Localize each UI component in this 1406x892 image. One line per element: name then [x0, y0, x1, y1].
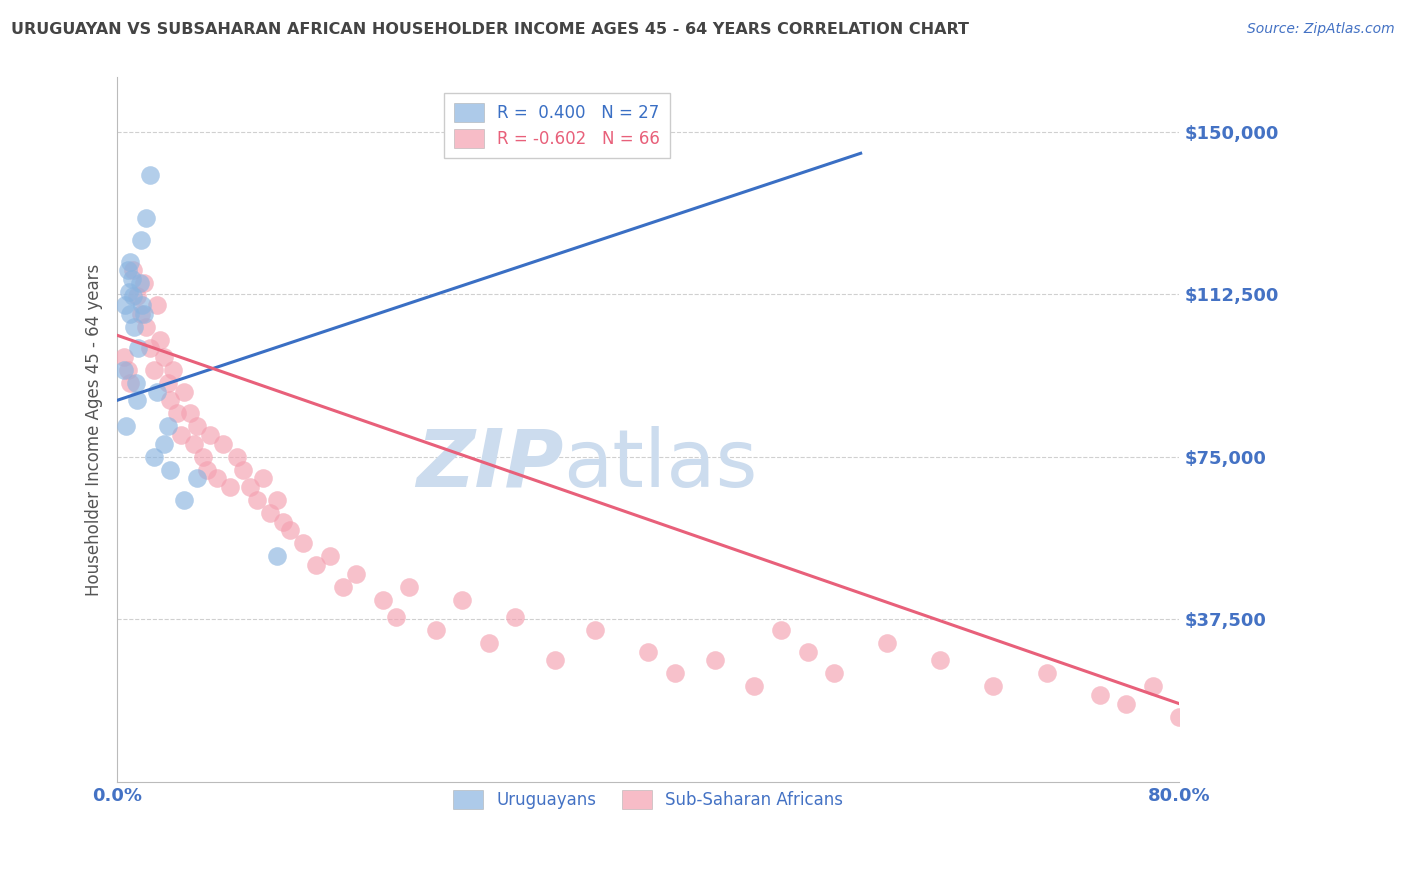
Point	[583, 623, 606, 637]
Point	[132, 277, 155, 291]
Point	[159, 463, 181, 477]
Text: ZIP: ZIP	[416, 425, 564, 504]
Point	[132, 307, 155, 321]
Point	[193, 450, 215, 464]
Point	[664, 666, 686, 681]
Point	[266, 493, 288, 508]
Point	[197, 463, 219, 477]
Point	[637, 645, 659, 659]
Text: Source: ZipAtlas.com: Source: ZipAtlas.com	[1247, 22, 1395, 37]
Point	[152, 436, 174, 450]
Point	[115, 419, 138, 434]
Point	[266, 549, 288, 564]
Point	[183, 436, 205, 450]
Point	[478, 636, 501, 650]
Point	[232, 463, 254, 477]
Point	[122, 289, 145, 303]
Point	[929, 653, 952, 667]
Point	[1142, 679, 1164, 693]
Text: URUGUAYAN VS SUBSAHARAN AFRICAN HOUSEHOLDER INCOME AGES 45 - 64 YEARS CORRELATIO: URUGUAYAN VS SUBSAHARAN AFRICAN HOUSEHOL…	[11, 22, 969, 37]
Point	[149, 333, 172, 347]
Point	[1088, 688, 1111, 702]
Point	[398, 580, 420, 594]
Point	[139, 168, 162, 182]
Point	[120, 254, 142, 268]
Point	[129, 307, 152, 321]
Point	[245, 493, 267, 508]
Point	[305, 558, 328, 572]
Point	[318, 549, 340, 564]
Point	[131, 298, 153, 312]
Point	[166, 406, 188, 420]
Point	[124, 319, 146, 334]
Point	[156, 376, 179, 390]
Point	[219, 480, 242, 494]
Point	[112, 363, 135, 377]
Point	[186, 471, 208, 485]
Point	[292, 536, 315, 550]
Point	[114, 298, 136, 312]
Point	[121, 272, 143, 286]
Point	[544, 653, 567, 667]
Point	[344, 566, 367, 581]
Point	[205, 471, 228, 485]
Point	[139, 341, 162, 355]
Point	[127, 393, 149, 408]
Y-axis label: Householder Income Ages 45 - 64 years: Householder Income Ages 45 - 64 years	[86, 263, 103, 596]
Point	[118, 285, 141, 299]
Point	[125, 376, 148, 390]
Point	[143, 450, 166, 464]
Point	[278, 524, 301, 538]
Point	[135, 319, 157, 334]
Point	[271, 515, 294, 529]
Point	[120, 376, 142, 390]
Point	[135, 211, 157, 226]
Point	[451, 592, 474, 607]
Point	[186, 419, 208, 434]
Point	[170, 428, 193, 442]
Point	[332, 580, 354, 594]
Point	[252, 471, 274, 485]
Point	[143, 363, 166, 377]
Point	[159, 393, 181, 408]
Point	[179, 406, 201, 420]
Point	[146, 298, 169, 312]
Point	[146, 384, 169, 399]
Legend: Uruguayans, Sub-Saharan Africans: Uruguayans, Sub-Saharan Africans	[447, 783, 849, 815]
Point	[876, 636, 898, 650]
Point	[425, 623, 447, 637]
Point	[505, 610, 527, 624]
Point	[212, 436, 235, 450]
Point	[371, 592, 394, 607]
Text: atlas: atlas	[564, 425, 758, 504]
Point	[128, 277, 150, 291]
Point	[120, 307, 142, 321]
Point	[769, 623, 792, 637]
Point	[1035, 666, 1057, 681]
Point	[385, 610, 408, 624]
Point	[703, 653, 725, 667]
Point	[796, 645, 818, 659]
Point	[1168, 709, 1191, 723]
Point	[259, 506, 281, 520]
Point	[129, 233, 152, 247]
Point	[173, 493, 195, 508]
Point	[744, 679, 766, 693]
Point	[127, 289, 149, 303]
Point	[823, 666, 845, 681]
Point	[162, 363, 184, 377]
Point	[127, 341, 149, 355]
Point	[173, 384, 195, 399]
Point	[983, 679, 1005, 693]
Point	[198, 428, 221, 442]
Point	[117, 263, 139, 277]
Point	[225, 450, 247, 464]
Point	[1115, 697, 1137, 711]
Point	[156, 419, 179, 434]
Point	[117, 363, 139, 377]
Point	[122, 263, 145, 277]
Point	[152, 350, 174, 364]
Point	[112, 350, 135, 364]
Point	[239, 480, 262, 494]
